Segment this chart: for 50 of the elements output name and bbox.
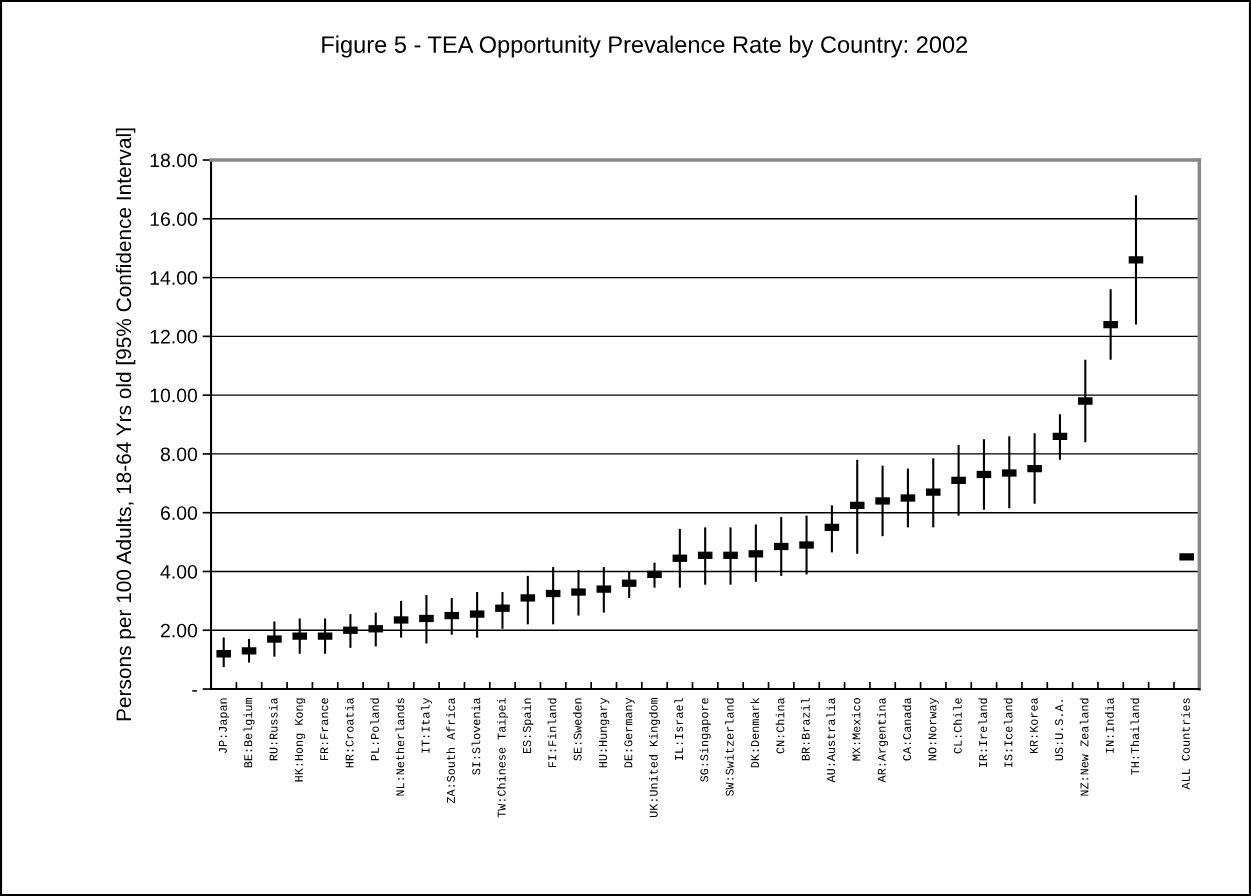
x-tick-label: FI:Finland — [547, 698, 557, 768]
x-tick-label: BE:Belgium — [243, 697, 255, 768]
x-tick-label: FR:France — [320, 698, 329, 761]
x-tick-label: TW:Chinese Taipei — [496, 697, 508, 818]
x-tick-label: IS:Iceland — [1003, 698, 1013, 768]
x-tick-label: IN:India — [1105, 697, 1114, 753]
x-tick-label: HU:Hungary — [599, 697, 610, 768]
x-tick-label: HR:Croatia — [344, 697, 354, 768]
y-tick-label: 12.00 — [150, 329, 198, 344]
x-tick-label: JP:Japan — [218, 698, 230, 754]
x-tick-label: ES:Spain — [522, 698, 534, 754]
x-tick-label: TH:Thailand — [1130, 698, 1140, 775]
x-tick-label: NO:Norway — [928, 697, 939, 761]
x-tick-label: SG:Singapore — [699, 698, 711, 782]
x-tick-label: US:U.S.A. — [1055, 700, 1064, 761]
x-tick-label: RU:Russia — [268, 697, 278, 761]
x-tick-label: DK:Denmark — [750, 697, 760, 768]
y-tick-label: - — [192, 690, 197, 692]
x-tick-label: IL:Israel — [674, 698, 684, 760]
x-tick-label: HK:Hong Kong — [295, 698, 306, 782]
x-tick-label: UK:United Kingdom — [649, 697, 660, 817]
x-tick-label: PL:Poland — [370, 698, 379, 761]
y-axis-title: Persons per 100 Adults, 18-64 Yrs old [95% Confidence Interval] — [115, 128, 136, 721]
x-tick-label: CA:Canada — [902, 697, 912, 761]
x-tick-label: AR:Argentina — [877, 697, 889, 783]
y-tick-label: 10.00 — [150, 388, 198, 403]
x-tick-label: CL:Chile — [953, 698, 962, 754]
y-tick-label: 14.00 — [150, 271, 198, 285]
y-tick-label: 2.00 — [160, 623, 198, 638]
y-tick-label: 6.00 — [161, 506, 198, 520]
x-tick-label: ALL Countries — [1181, 698, 1190, 790]
x-tick-label: CN:China — [775, 697, 785, 754]
y-tick-label: 16.00 — [150, 212, 198, 227]
y-tick-label: 4.00 — [160, 564, 198, 579]
x-tick-label: IR:Ireland — [978, 698, 988, 768]
chart-title: Figure 5 - TEA Opportunity Prevalence Rate by Country: 2002 — [322, 35, 968, 58]
y-tick-label: 18.00 — [150, 153, 198, 168]
x-tick-label: SI:Slovenia — [471, 697, 481, 775]
y-tick-label: 8.00 — [160, 447, 198, 462]
x-tick-label: BR:Brazil — [801, 698, 810, 761]
x-tick-label: KR:Korea — [1029, 697, 1038, 754]
x-tick-label: IT:Italy — [420, 697, 432, 753]
x-tick-label: NL:Netherlands — [395, 698, 405, 796]
x-tick-label: SW:Switzerland — [725, 698, 734, 797]
x-tick-label: AU:Australia — [826, 697, 836, 783]
x-tick-label: MX:Mexico — [851, 698, 861, 761]
x-tick-label: NZ:New Zealand — [1079, 698, 1089, 796]
x-tick-label: ZA:South Africa — [446, 697, 455, 804]
x-tick-label: SE:Sweden — [572, 698, 582, 761]
x-tick-label: DE:Germany — [624, 697, 635, 768]
